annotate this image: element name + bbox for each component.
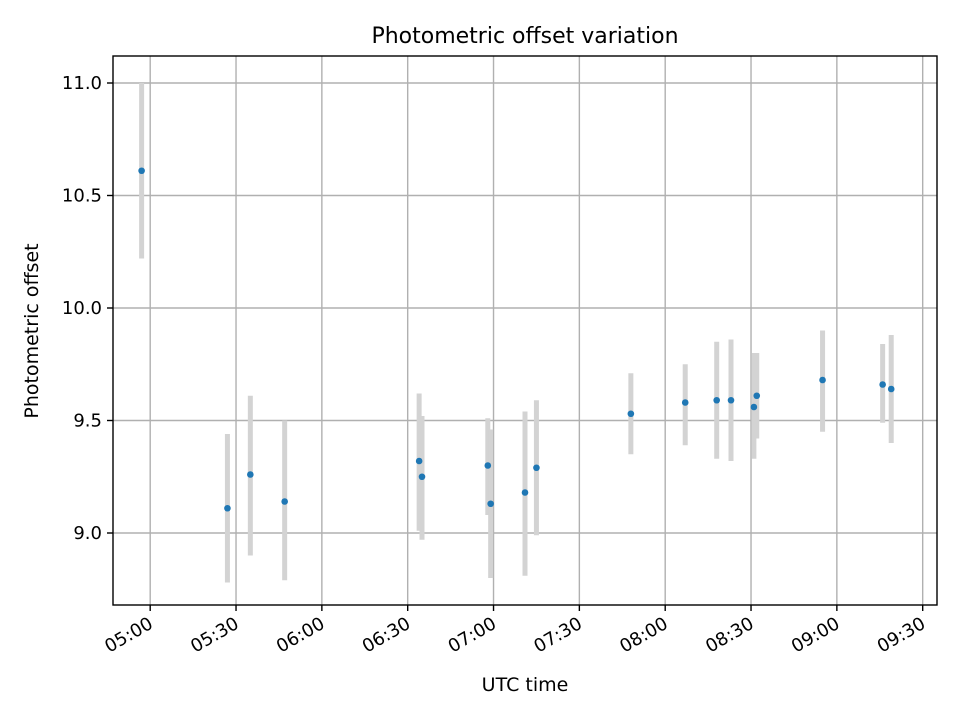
data-point bbox=[138, 167, 145, 175]
y-tick-label: 9.5 bbox=[73, 411, 102, 432]
x-tick-label: 06:00 bbox=[273, 613, 328, 657]
y-tick-label: 11.0 bbox=[62, 73, 102, 94]
chart-title: Photometric offset variation bbox=[371, 24, 678, 49]
data-point bbox=[753, 392, 761, 400]
data-point bbox=[819, 376, 826, 384]
data-point bbox=[713, 396, 720, 404]
y-tick-label: 10.5 bbox=[62, 186, 102, 207]
data-point bbox=[887, 385, 895, 393]
x-tick-label: 09:30 bbox=[874, 613, 929, 657]
data-point bbox=[247, 471, 254, 478]
point-layer bbox=[138, 167, 895, 512]
x-tick-label: 08:00 bbox=[616, 613, 671, 657]
tick-layer: 05:00 05:30 06:00 06:30 07:00 07:30 08:00 08:30… bbox=[62, 73, 929, 657]
data-point bbox=[224, 504, 231, 512]
x-tick-label: 06:30 bbox=[359, 613, 414, 657]
y-axis-label: Photometric offset bbox=[21, 243, 43, 418]
data-point bbox=[418, 473, 426, 481]
data-point bbox=[750, 403, 758, 411]
x-tick-label: 09:00 bbox=[788, 613, 843, 657]
y-tick-label: 9.0 bbox=[73, 523, 102, 544]
data-point bbox=[281, 498, 288, 505]
data-point bbox=[533, 464, 540, 472]
x-tick-label: 07:30 bbox=[530, 613, 585, 657]
data-point bbox=[521, 489, 529, 496]
x-tick-label: 08:30 bbox=[702, 613, 757, 657]
data-point bbox=[627, 410, 635, 418]
y-tick-label: 10.0 bbox=[62, 298, 102, 319]
data-point bbox=[484, 462, 492, 469]
x-tick-label: 05:00 bbox=[101, 613, 156, 657]
data-point bbox=[487, 500, 494, 508]
data-point bbox=[879, 381, 886, 388]
x-tick-label: 05:30 bbox=[187, 613, 242, 657]
data-point bbox=[415, 457, 423, 465]
data-point bbox=[681, 399, 689, 406]
plot-frame bbox=[112, 55, 938, 606]
x-axis-label: UTC time bbox=[482, 674, 569, 696]
x-tick-label: 07:00 bbox=[445, 613, 500, 657]
errorbar-layer bbox=[139, 83, 894, 583]
data-point bbox=[727, 396, 735, 404]
